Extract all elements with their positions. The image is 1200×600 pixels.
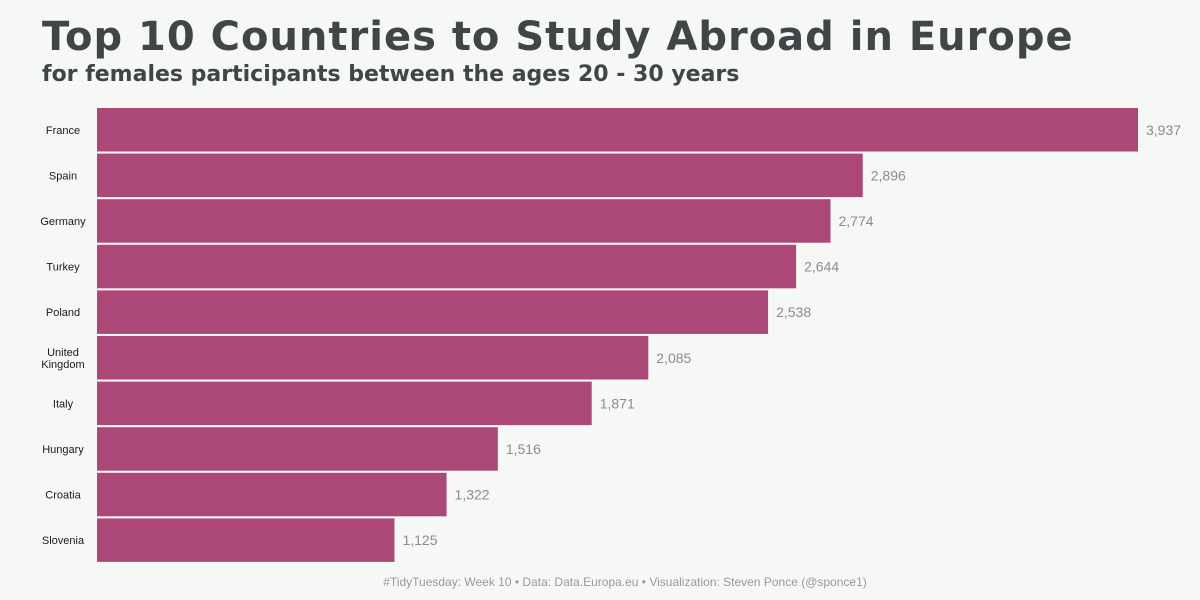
value-label: 3,937	[1146, 122, 1181, 138]
bar-croatia	[97, 472, 447, 517]
bar-poland	[97, 290, 769, 334]
bar-slovenia	[97, 518, 395, 562]
bar-united-kingdom	[97, 336, 649, 380]
category-label: Croatia	[45, 490, 81, 502]
value-label: 1,871	[600, 395, 635, 411]
chart-caption: #TidyTuesday: Week 10 • Data: Data.Europ…	[383, 575, 867, 589]
bar-turkey	[97, 244, 797, 289]
category-label: United Kingdom	[41, 347, 84, 371]
category-label: Germany	[40, 216, 86, 228]
value-label: 2,538	[776, 304, 811, 320]
category-label: Italy	[53, 398, 74, 410]
value-label: 1,322	[455, 487, 490, 503]
value-label: 2,085	[656, 350, 691, 366]
bar-france	[97, 108, 1138, 152]
category-label: Slovenia	[42, 535, 85, 547]
bar-italy	[97, 381, 592, 426]
value-label: 2,774	[838, 213, 873, 229]
value-label: 1,125	[402, 532, 437, 548]
category-label: Poland	[46, 307, 80, 319]
chart-title: Top 10 Countries to Study Abroad in Euro…	[42, 14, 1074, 60]
category-label: Spain	[49, 170, 77, 182]
value-label: 2,644	[804, 259, 839, 275]
bar-spain	[97, 153, 863, 198]
value-label: 1,516	[506, 441, 541, 457]
value-label: 2,896	[871, 167, 906, 183]
bar-germany	[97, 199, 831, 243]
category-label: Hungary	[42, 444, 84, 456]
chart-subtitle: for females participants between the age…	[42, 62, 740, 87]
bar-hungary	[97, 427, 498, 471]
category-label: France	[46, 125, 80, 137]
category-label: Turkey	[46, 262, 80, 274]
